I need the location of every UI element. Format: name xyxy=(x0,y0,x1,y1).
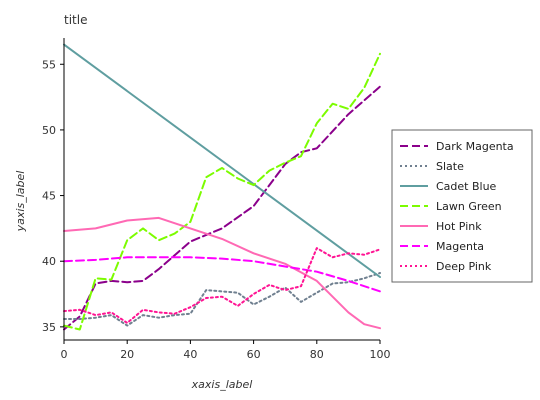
legend-label-dark-magenta: Dark Magenta xyxy=(436,140,514,153)
plot-area xyxy=(63,43,381,331)
legend-label-magenta: Magenta xyxy=(436,240,484,253)
x-tick-label: 80 xyxy=(310,348,324,361)
x-tick-label: 60 xyxy=(247,348,261,361)
x-tick-label: 100 xyxy=(370,348,391,361)
series-line-lawn-green xyxy=(63,52,381,331)
y-tick-label: 55 xyxy=(42,58,56,71)
y-tick-label: 45 xyxy=(42,190,56,203)
legend: Dark Magenta Slate Cadet Blue Lawn Green Hot… xyxy=(391,129,533,283)
legend-label-slate: Slate xyxy=(436,160,464,173)
series-line-cadet-blue xyxy=(63,43,381,278)
y-tick-label: 35 xyxy=(42,321,56,334)
y-axis-label: yaxis_label xyxy=(14,171,27,233)
legend-label-deep-pink: Deep Pink xyxy=(436,260,492,273)
legend-label-cadet-blue: Cadet Blue xyxy=(436,180,497,193)
series-line-hot-pink xyxy=(63,216,381,330)
y-tick-label: 40 xyxy=(42,255,56,268)
x-axis: 0 20 40 60 80 100 xyxy=(61,339,391,361)
chart-title: title xyxy=(64,13,87,27)
series-line-dark-magenta xyxy=(63,85,381,331)
x-axis-label: xaxis_label xyxy=(191,378,253,391)
legend-label-hot-pink: Hot Pink xyxy=(436,220,482,233)
x-tick-label: 20 xyxy=(120,348,134,361)
y-tick-label: 50 xyxy=(42,124,56,137)
y-axis: 35 40 45 50 55 xyxy=(42,38,65,340)
series-line-deep-pink xyxy=(63,247,381,324)
x-tick-label: 40 xyxy=(183,348,197,361)
x-tick-label: 0 xyxy=(61,348,68,361)
series-line-magenta xyxy=(63,256,381,293)
legend-label-lawn-green: Lawn Green xyxy=(436,200,502,213)
series-line-slate xyxy=(63,272,381,327)
